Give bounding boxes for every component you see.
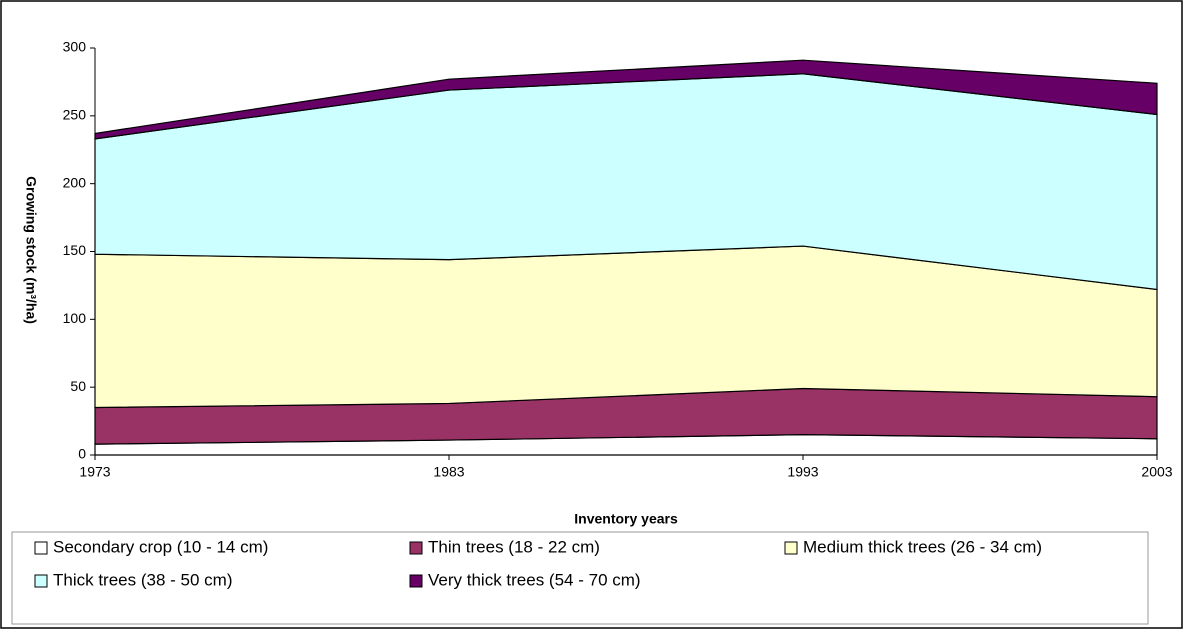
- x-tick-label: 1983: [433, 464, 464, 480]
- area: [94, 59, 1158, 140]
- x-tick-label: 1973: [79, 464, 110, 480]
- y-axis-label: Growing stock (m³/ha): [23, 176, 39, 324]
- legend: [11, 531, 1149, 625]
- x-tick-label: 2003: [1141, 464, 1172, 480]
- legend-swatch: [34, 574, 48, 588]
- y-tick-label: 100: [63, 310, 87, 326]
- x-tick-label: 1993: [787, 464, 818, 480]
- legend-label: Very thick trees (54 - 70 cm): [428, 570, 641, 589]
- legend-label: Thick trees (38 - 50 cm): [53, 570, 233, 589]
- y-tick-label: 150: [63, 242, 87, 258]
- y-tick-label: 0: [78, 446, 86, 462]
- legend-swatch: [784, 541, 798, 555]
- legend-label: Medium thick trees (26 - 34 cm): [803, 537, 1042, 556]
- legend-label: Secondary crop (10 - 14 cm): [53, 537, 268, 556]
- y-tick-label: 300: [63, 39, 87, 55]
- legend-swatch: [409, 541, 423, 555]
- y-tick-label: 50: [70, 378, 86, 394]
- legend-swatch: [34, 541, 48, 555]
- x-axis-label: Inventory years: [574, 511, 678, 527]
- y-tick-label: 250: [63, 107, 87, 123]
- legend-label: Thin trees (18 - 22 cm): [428, 537, 600, 556]
- legend-swatch: [409, 574, 423, 588]
- y-tick-label: 200: [63, 174, 87, 190]
